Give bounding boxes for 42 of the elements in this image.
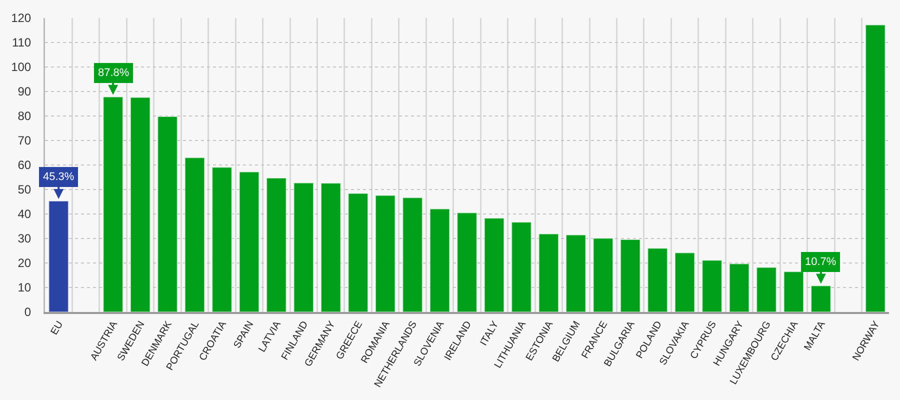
bar [456, 212, 478, 312]
bar [402, 197, 423, 312]
bar [348, 192, 368, 312]
bar [429, 208, 450, 312]
bar [566, 234, 586, 312]
y-tick-label: 40 [18, 207, 32, 222]
bar [674, 252, 696, 312]
bar [266, 177, 287, 312]
data-label: 10.7% [805, 256, 836, 268]
bar [647, 248, 668, 312]
data-label: 87.8% [98, 67, 130, 79]
y-tick-label: 10 [18, 280, 32, 295]
y-tick-label: 80 [18, 109, 32, 124]
y-tick-label: 70 [18, 134, 32, 148]
y-tick-label: 110 [12, 36, 32, 50]
bar [184, 157, 206, 312]
y-tick-label: 60 [18, 158, 32, 172]
y-tick-label: 120 [11, 11, 32, 26]
bar [511, 222, 532, 312]
y-tick-label: 100 [11, 60, 32, 74]
bar [592, 238, 614, 312]
y-tick-label: 0 [24, 305, 32, 320]
bar [375, 194, 396, 312]
bar [756, 266, 777, 312]
bar [293, 182, 314, 312]
y-tick-label: 90 [18, 84, 32, 99]
bar [865, 24, 886, 312]
bar [320, 182, 342, 312]
bar [157, 116, 178, 312]
bar [728, 263, 750, 312]
y-tick-label: 20 [18, 256, 32, 270]
data-label: 45.3% [43, 171, 74, 183]
bar [702, 260, 722, 312]
bar [238, 171, 260, 312]
bar [484, 218, 505, 312]
bar [212, 166, 232, 312]
y-tick-label: 30 [18, 232, 32, 246]
bar [130, 96, 151, 312]
y-tick-label: 50 [18, 182, 32, 197]
x-tick-label: EU [49, 320, 66, 338]
bar [620, 238, 641, 312]
bar [538, 233, 559, 312]
